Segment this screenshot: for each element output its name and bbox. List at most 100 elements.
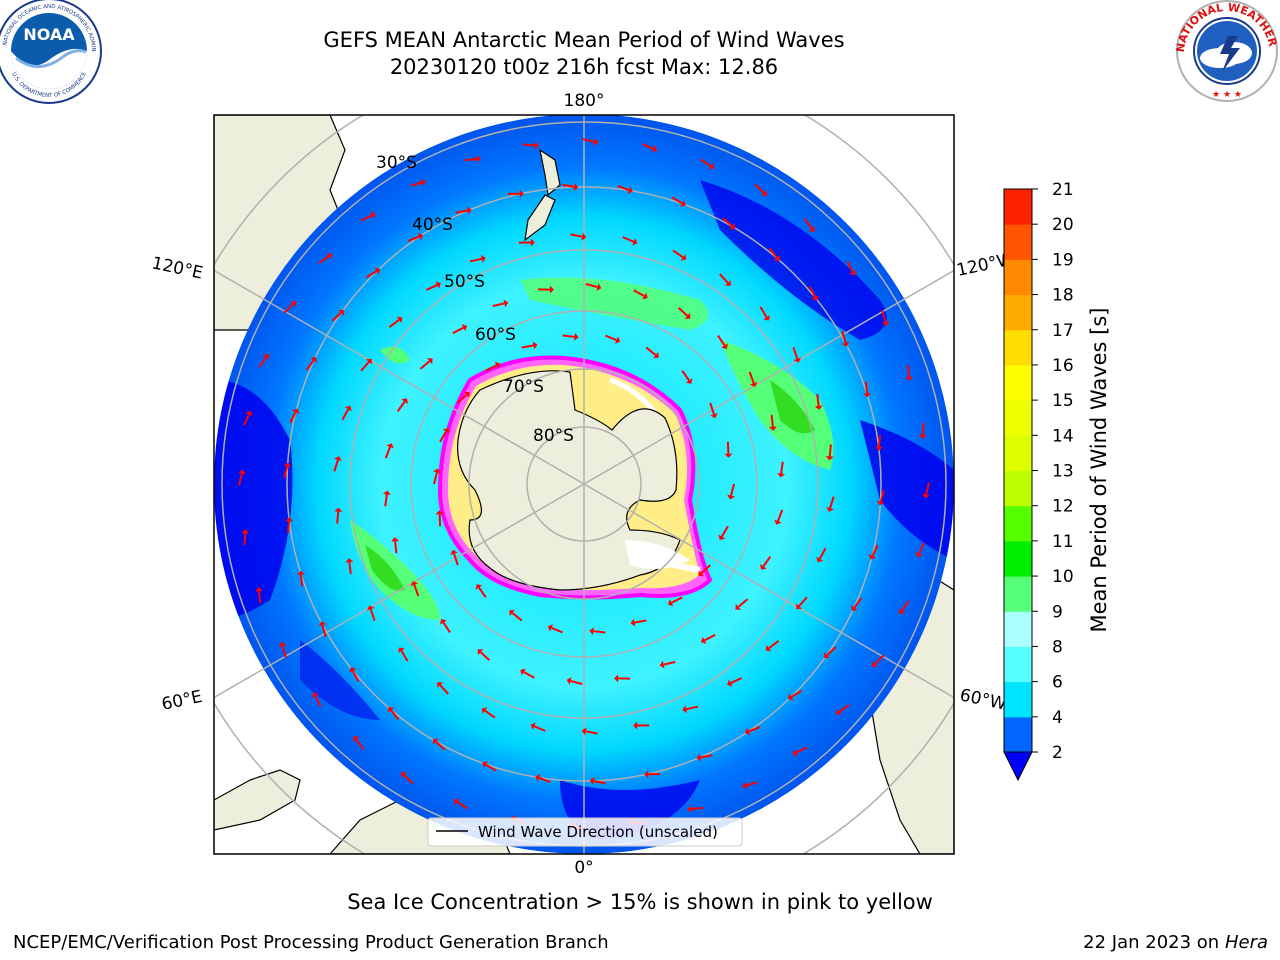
sea-ice-note: Sea Ice Concentration > 15% is shown in … [347,890,933,914]
wave-direction-arrow [874,434,883,451]
wave-direction-arrow [735,598,749,610]
wave-direction-arrow [667,596,683,607]
wave-direction-arrow [492,299,509,308]
colorbar-segment [1004,294,1032,331]
wave-direction-arrow [258,353,270,368]
footer-date-text: 22 Jan 2023 on [1083,932,1225,953]
wave-direction-arrow [439,427,450,443]
wave-direction-arrow [814,393,823,410]
colorbar-tick-label: 20 [1052,215,1074,235]
wave-direction-arrow [774,509,784,525]
lon-label-60e: 60°E [160,687,204,715]
wave-direction-arrow [777,461,786,478]
chart-subtitle: 20230120 t00z 216h fcst Max: 12.86 [389,55,779,79]
colorbar-tick-label: 2 [1052,743,1063,763]
colorbar-tick-label: 11 [1052,532,1074,552]
wave-direction-arrow [792,746,808,757]
wave-direction-arrow [311,692,322,708]
wave-direction-arrow [407,232,424,242]
wave-direction-arrow [759,306,771,321]
map-frame [213,114,955,855]
colorbar-tick-label: 4 [1052,708,1063,728]
colorbar-tick-label: 18 [1052,286,1074,306]
wave-direction-arrow [410,178,426,187]
wave-direction-arrow [719,273,731,286]
wave-direction-arrow [349,667,360,682]
wave-direction-arrow [535,774,551,784]
wave-direction-arrow [283,301,296,314]
wave-direction-arrow [792,347,802,363]
wave-direction-arrow [644,770,661,779]
colorbar-segment [1004,224,1032,260]
colorbar-segment [1004,470,1032,507]
wave-direction-arrow [677,307,691,319]
wave-direction-arrow [642,143,658,153]
wave-direction-arrow [522,141,539,150]
wave-direction-arrow [617,184,633,194]
wave-direction-arrow [585,283,602,291]
wave-direction-arrow [296,570,305,587]
wave-direction-arrow [366,605,376,621]
chart-title: GEFS MEAN Antarctic Mean Period of Wind … [323,28,845,52]
wave-direction-arrow [881,310,890,326]
lat-label-70s: 70°S [503,377,544,397]
wave-direction-arrow [581,727,598,736]
colorbar-segment [1004,716,1032,753]
wave-direction-arrow [243,410,253,426]
lon-label-120e: 120°E [150,253,205,283]
wave-direction-arrow [717,334,728,349]
wave-direction-arrow [341,405,352,421]
wave-direction-arrow [305,357,317,371]
colorbar-under-arrow [1003,751,1033,782]
wave-direction-arrow [469,254,486,263]
wave-direction-arrow [333,456,342,472]
wave-direction-arrow [352,736,365,750]
wave-direction-arrow [566,677,583,685]
wave-direction-arrow [334,507,343,524]
colorbar-segment [1004,329,1032,366]
wave-direction-arrow [477,649,491,661]
wave-direction-arrow [397,647,409,662]
wave-direction-arrow [331,309,344,322]
colorbar-segment [1004,576,1032,612]
wave-direction-arrow [435,510,444,527]
colorbar-segment [1004,505,1032,542]
wave-direction-arrow [754,183,767,196]
wave-direction-arrow [765,640,780,652]
wave-direction-arrow [530,722,546,732]
wave-direction-arrow [630,618,647,627]
wave-direction-arrow [482,761,497,772]
wave-direction-arrow [440,619,451,634]
wave-direction-arrow [633,289,648,300]
wave-direction-arrow [255,587,263,604]
wave-direction-arrow [768,247,781,262]
footer-machine: Hera [1224,932,1268,953]
wave-direction-arrow [562,182,579,191]
lat-label-60s: 60°S [475,325,516,345]
wave-direction-arrow [464,155,481,163]
footer-date: 22 Jan 2023 on Hera [1083,932,1268,953]
wave-direction-arrow [401,772,414,785]
wave-direction-arrow [682,705,699,714]
wave-direction-arrow [289,408,300,424]
wave-direction-arrow [562,332,579,341]
colorbar-tick-label: 8 [1052,637,1063,657]
wave-direction-arrow [547,624,564,634]
wave-direction-arrow [803,218,816,232]
wave-direction-arrow [589,627,606,636]
colorbar-segment [1004,435,1032,471]
wave-direction-arrow [722,217,736,230]
lon-label-60w: 60°W [958,685,1008,714]
wave-direction-arrow [796,596,808,610]
wave-direction-arrow [396,398,408,412]
svg-text:★ ★ ★: ★ ★ ★ [1212,90,1242,100]
wave-direction-arrow [787,689,803,701]
colorbar-tick-label: 17 [1052,321,1074,341]
wave-direction-arrow [457,391,470,404]
wave-direction-arrow [846,260,857,276]
wave-direction-arrow [437,682,449,695]
wave-direction-arrow [283,462,292,479]
wave-direction-arrow [537,285,554,294]
colorbar-tick-label: 12 [1052,497,1074,517]
lat-label-50s: 50°S [444,272,485,292]
